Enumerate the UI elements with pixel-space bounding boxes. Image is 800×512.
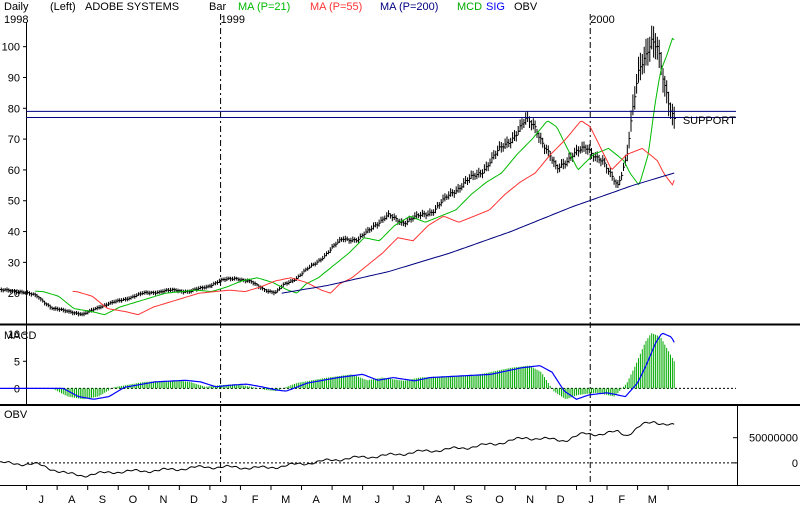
scale-label: (Left) xyxy=(50,1,76,13)
macd-legend: MCD xyxy=(457,1,482,13)
price-tick-label: 20 xyxy=(8,288,20,300)
obv-panel-title: OBV xyxy=(4,409,28,421)
year-label: 2000 xyxy=(590,14,614,26)
macd-panel-title: MACD xyxy=(4,330,36,342)
ma200-line xyxy=(281,172,675,294)
year-label: 1999 xyxy=(221,14,245,26)
obv-tick-label: 0 xyxy=(792,458,798,470)
price-tick-label: 60 xyxy=(8,165,20,177)
price-bars xyxy=(0,25,676,317)
ma21-legend: MA (P=21) xyxy=(238,1,290,13)
price-tick-label: 90 xyxy=(8,72,20,84)
macd-tick-label: 0 xyxy=(14,383,20,395)
macd-panel: MACD 0 5 10 xyxy=(0,329,736,400)
symbol-label: ADOBE SYSTEMS xyxy=(85,1,179,13)
ma21-line xyxy=(35,37,675,316)
month-label: O xyxy=(495,494,504,506)
month-label: S xyxy=(99,494,106,506)
month-label: J xyxy=(375,494,381,506)
obv-line xyxy=(0,420,675,478)
month-label: F xyxy=(252,494,259,506)
ma200-legend: MA (P=200) xyxy=(380,1,438,13)
obv-tick-label: 50000000 xyxy=(749,433,798,445)
price-tick-label: 30 xyxy=(8,257,20,269)
obv-legend: OBV xyxy=(514,1,538,13)
sig-legend: SIG xyxy=(486,1,505,13)
price-tick-label: 70 xyxy=(8,134,20,146)
month-label: N xyxy=(159,494,167,506)
price-tick-label: 50 xyxy=(8,196,20,208)
month-label: J xyxy=(222,494,228,506)
month-label: A xyxy=(313,494,321,506)
period-label: Daily xyxy=(4,1,29,13)
month-label: J xyxy=(39,494,45,506)
support-annotation: SUPPORT xyxy=(683,115,736,127)
macd-tick-label: 10 xyxy=(8,329,20,341)
month-label: A xyxy=(435,494,443,506)
month-label: D xyxy=(557,494,565,506)
obv-panel: OBV 50000000 0 xyxy=(0,406,798,485)
month-label: M xyxy=(648,494,657,506)
month-label: D xyxy=(190,494,198,506)
month-label: J xyxy=(588,494,594,506)
month-label: N xyxy=(526,494,534,506)
price-tick-label: 80 xyxy=(8,103,20,115)
month-label: J xyxy=(405,494,411,506)
macd-histogram xyxy=(53,333,675,400)
month-label: O xyxy=(129,494,138,506)
month-label: M xyxy=(281,494,290,506)
month-label: M xyxy=(342,494,351,506)
signal-line xyxy=(0,332,675,400)
ma55-legend: MA (P=55) xyxy=(310,1,362,13)
month-label: F xyxy=(618,494,625,506)
macd-tick-label: 5 xyxy=(14,356,20,368)
year-label: 1998 xyxy=(4,14,28,26)
month-label: S xyxy=(465,494,472,506)
style-label: Bar xyxy=(209,1,226,13)
ma55-line xyxy=(72,120,675,316)
price-tick-label: 40 xyxy=(8,227,20,239)
month-label: A xyxy=(68,494,76,506)
price-tick-label: 100 xyxy=(2,42,20,54)
